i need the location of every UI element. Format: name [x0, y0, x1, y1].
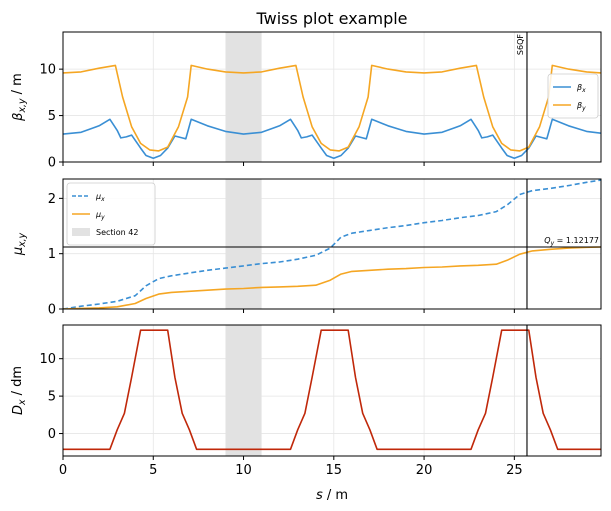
y-tick-label: 10 [39, 352, 56, 367]
tune-label: Qy = 1.12177 [544, 236, 599, 247]
highlight-band [225, 32, 262, 162]
series-line-mu-μy [63, 246, 601, 309]
y-tick-label: 5 [48, 109, 56, 124]
highlight-band [225, 325, 262, 456]
marker-label: S6QF [516, 34, 525, 55]
panel-frame [62, 178, 602, 310]
legend-beta: βx βy [547, 73, 599, 119]
legend-box [547, 73, 599, 119]
x-tick-label: 15 [326, 463, 343, 478]
legend-swatch [72, 228, 90, 236]
legend-label: βx [576, 83, 586, 94]
panel-frame [62, 324, 602, 457]
x-tick-label: 25 [506, 463, 523, 478]
y-tick-label: 2 [48, 192, 56, 207]
legend-label: μx [95, 192, 105, 203]
x-tick-label: 0 [59, 463, 67, 478]
chart-title: Twiss plot example [255, 9, 407, 28]
panel-beta: S6QF 0 5 10 βx,y / m βx βy [10, 31, 602, 171]
y-axis-label: μx,y [11, 232, 28, 256]
y-tick-label: 0 [48, 303, 56, 318]
series-line-beta-βx [63, 118, 601, 160]
legend-label: μy [95, 210, 105, 221]
y-axis-label: βx,y / m [10, 73, 28, 122]
panel-mu: Qy = 1.12177 0 1 2 μx,y μx μy Section 42 [11, 178, 602, 318]
series-line-disp-Dx [63, 329, 601, 451]
y-axis-label: Dx / dm [10, 366, 28, 415]
panel-disp: 0 5 10 0 5 10 15 20 25 Dx / dm [10, 324, 602, 478]
legend-mu: μx μy Section 42 [66, 182, 156, 246]
y-tick-label: 5 [48, 390, 56, 405]
y-tick-label: 0 [48, 427, 56, 442]
x-tick-label: 20 [416, 463, 433, 478]
panel-frame [62, 31, 602, 163]
x-axis-label: s / m [316, 488, 348, 503]
y-tick-label: 0 [48, 156, 56, 171]
y-tick-label: 1 [48, 247, 56, 262]
series-line-beta-βy [63, 64, 601, 152]
x-tick-label: 5 [149, 463, 157, 478]
y-tick-label: 10 [39, 63, 56, 78]
legend-label: Section 42 [96, 228, 138, 237]
legend-label: βy [576, 101, 586, 112]
x-tick-label: 10 [235, 463, 252, 478]
